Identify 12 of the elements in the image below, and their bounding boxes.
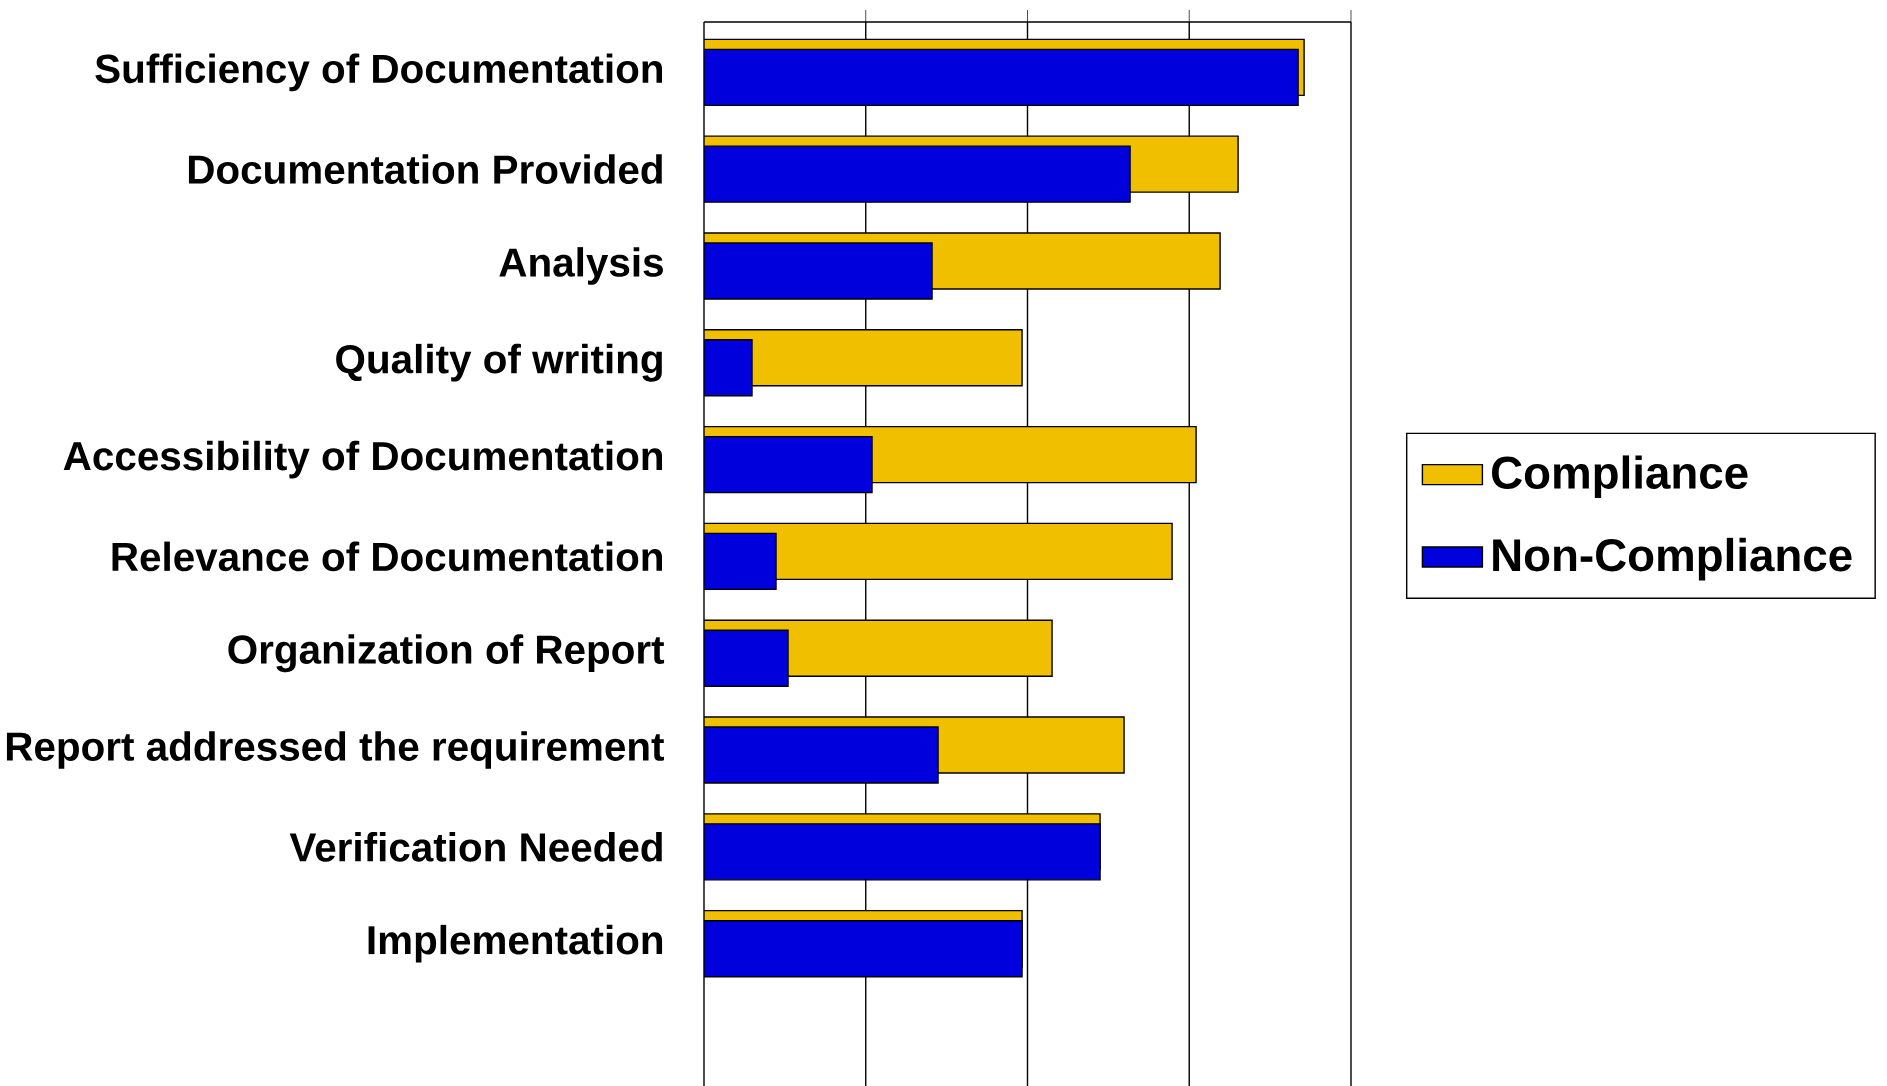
y-tick-label: Implementation [368, 924, 663, 963]
y-tick-label: Documentation Provided [188, 154, 662, 184]
legend-label: Non-Compliance [1493, 537, 1852, 581]
y-tick-label: Quality of writing [336, 343, 662, 382]
y-tick-label: Report addressed the requirement [6, 731, 665, 769]
y-tick-label: Accessibility of Documentation [63, 440, 663, 479]
y-tick-label: Relevance of Documentation [112, 541, 662, 572]
y-tick-label: Analysis [499, 247, 663, 285]
y-tick-label: Organization of Report [228, 634, 665, 673]
y-tick-label: Verification Needed [289, 832, 662, 862]
y-tick-label: Sufficiency of Documentation [95, 53, 663, 92]
legend-label: Compliance [1492, 455, 1748, 499]
